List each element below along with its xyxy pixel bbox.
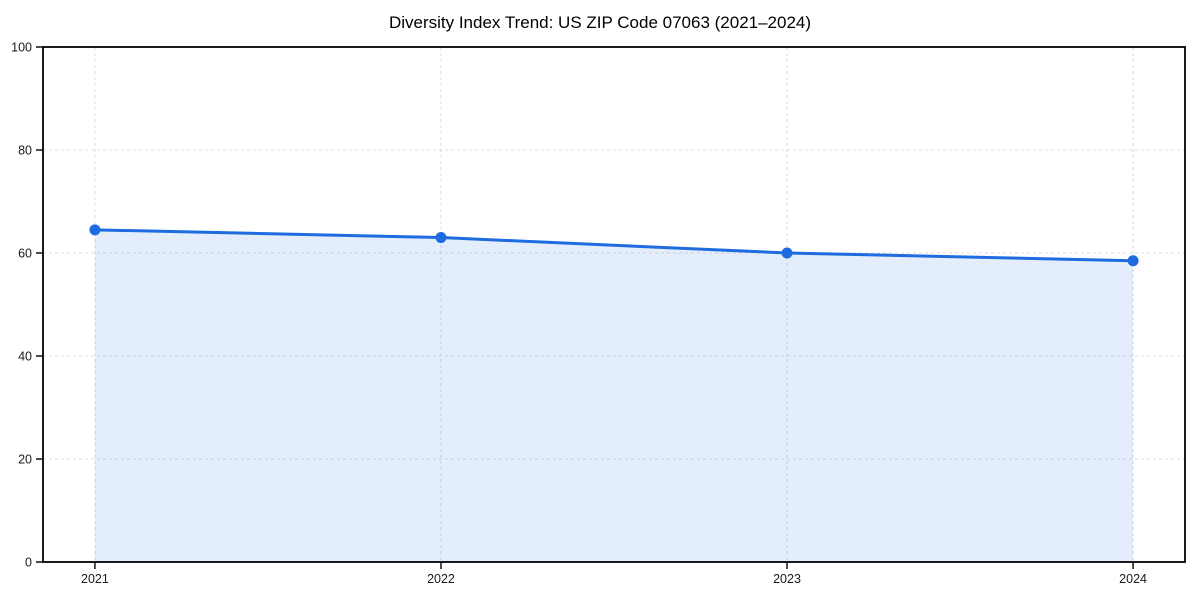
- y-tick-label: 20: [18, 453, 32, 467]
- y-tick-label: 40: [18, 350, 32, 364]
- y-tick-label: 60: [18, 247, 32, 261]
- data-point-marker: [435, 232, 447, 244]
- x-tick-label: 2024: [1119, 572, 1147, 586]
- area-fill: [94, 229, 1134, 562]
- x-tick-label: 2023: [773, 572, 801, 586]
- y-tick-label: 100: [11, 41, 32, 55]
- x-tick-label: 2022: [427, 572, 455, 586]
- x-tick-label: 2021: [81, 572, 109, 586]
- data-point-marker: [781, 247, 793, 259]
- trend-line: [93, 228, 1135, 263]
- plot-border: [42, 46, 1186, 563]
- y-tick-label: 80: [18, 144, 32, 158]
- data-point-marker: [89, 224, 101, 236]
- chart-title: Diversity Index Trend: US ZIP Code 07063…: [388, 13, 812, 32]
- y-tick-label: 0: [25, 556, 32, 570]
- data-point-marker: [1127, 255, 1139, 267]
